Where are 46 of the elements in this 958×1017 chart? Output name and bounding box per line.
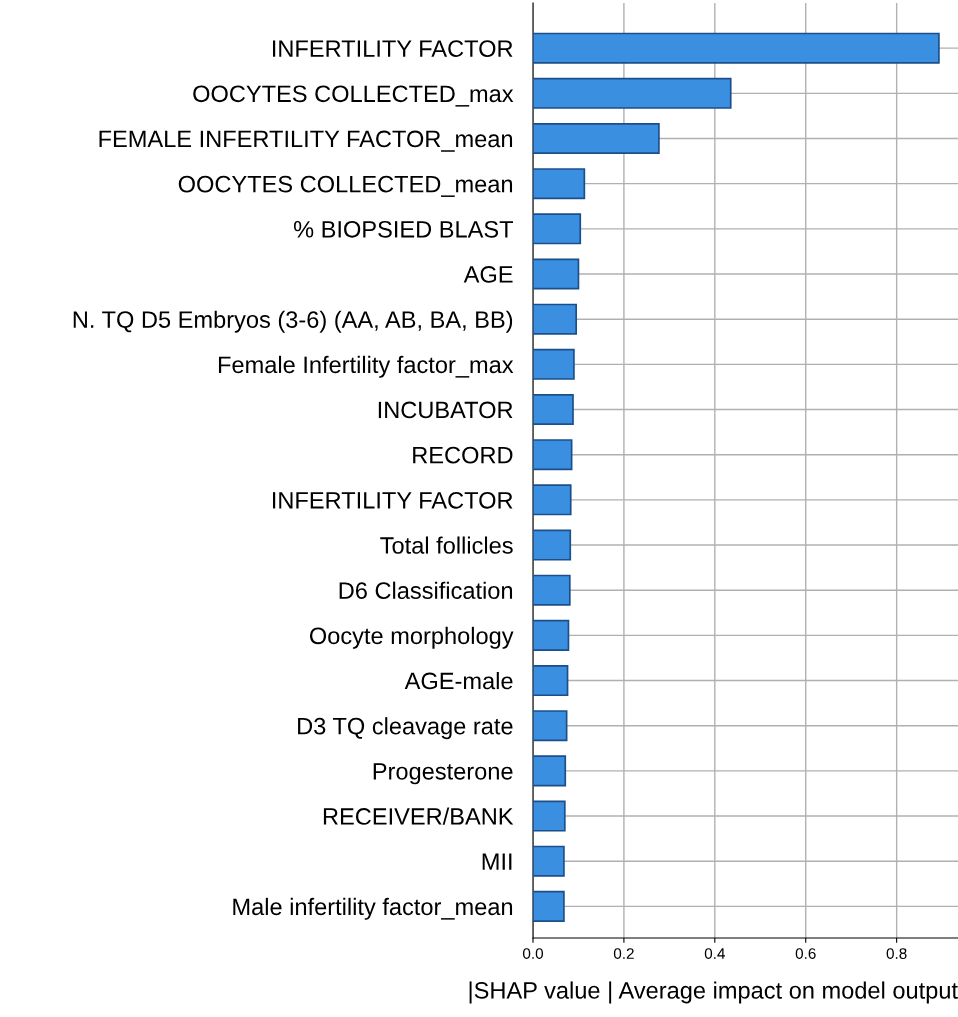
bar	[533, 303, 578, 335]
y-tick-label: N. TQ D5 Embryos (3-6) (AA, AB, BA, BB)	[73, 310, 513, 333]
bar	[533, 484, 572, 516]
bar	[533, 755, 567, 787]
x-tick-label: 0.0	[522, 948, 544, 959]
y-tick-label: INFERTILITY FACTOR	[272, 491, 513, 509]
x-axis-title: |SHAP value | Average impact on model output	[469, 981, 958, 1004]
bar	[533, 348, 575, 380]
x-tick-label: 0.6	[795, 948, 816, 959]
y-tick-label: INCUBATOR	[378, 401, 513, 419]
y-tick-label: MII	[482, 853, 512, 870]
x-tick-label: 0.8	[886, 948, 907, 959]
y-tick-label: RECORD	[413, 446, 513, 464]
y-tick-label: Male infertility factor_mean	[233, 897, 513, 920]
bar	[533, 394, 574, 426]
bar	[533, 258, 580, 290]
bar	[533, 574, 571, 606]
bar	[533, 122, 660, 155]
bar	[533, 845, 565, 877]
x-tick-label: 0.4	[704, 948, 725, 959]
bar	[533, 665, 569, 697]
x-tick-label: 0.2	[613, 948, 634, 959]
y-tick-label: OOCYTES COLLECTED_mean	[178, 175, 513, 197]
y-tick-label: Female Infertility factor_max	[218, 355, 514, 378]
y-tick-label: Oocyte morphology	[309, 626, 514, 649]
y-tick-label: AGE-male	[404, 671, 513, 690]
y-tick-label: D3 TQ cleavage rate	[298, 717, 513, 740]
bar	[533, 77, 732, 109]
bar	[533, 710, 568, 742]
bar	[533, 890, 565, 922]
bar	[533, 32, 940, 64]
bar	[533, 529, 572, 561]
y-tick-label: Progesterone	[373, 763, 513, 785]
y-tick-label: D6 Classification	[339, 581, 513, 599]
y-tick-label: AGE	[463, 266, 513, 283]
bar	[533, 800, 566, 832]
bar	[533, 213, 582, 245]
bar	[533, 619, 570, 651]
bar	[533, 168, 586, 200]
bar	[533, 439, 573, 471]
y-tick-label: % BIOPSIED BLAST	[293, 220, 514, 238]
y-tick-label: Total follicles	[380, 536, 513, 554]
y-tick-label: OOCYTES COLLECTED_max	[193, 85, 514, 107]
y-tick-label: INFERTILITY FACTOR	[272, 40, 513, 57]
y-tick-label: FEMALE INFERTILITY FACTOR_mean	[99, 130, 513, 152]
y-tick-label: RECEIVER/BANK	[323, 807, 514, 825]
